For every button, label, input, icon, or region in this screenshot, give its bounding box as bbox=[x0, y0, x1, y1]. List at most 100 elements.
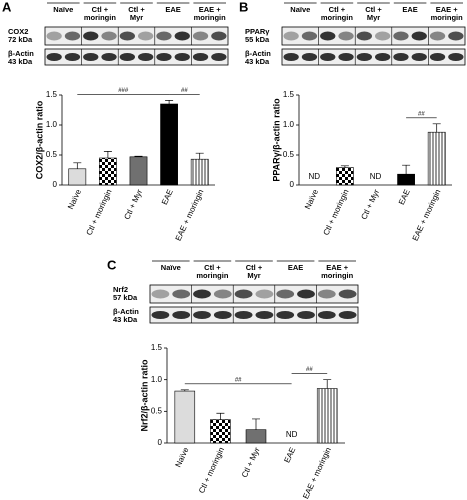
blot-group-label: Ctl + bbox=[365, 5, 382, 14]
error-bar bbox=[323, 379, 332, 389]
blot-row-label: 43 kDa bbox=[245, 57, 270, 66]
y-axis-label: Nrf2/β-actin ratio bbox=[139, 359, 149, 432]
blot-band bbox=[234, 311, 253, 319]
blot-row-label: 43 kDa bbox=[113, 315, 138, 324]
blot-row-label: 72 kDa bbox=[8, 35, 33, 44]
y-tick-label: 0.5 bbox=[46, 150, 58, 159]
blot-row-label: COX2 bbox=[8, 27, 28, 36]
blot-band bbox=[301, 53, 318, 61]
blot-group-label: moringin bbox=[321, 271, 353, 280]
y-tick-label: 1.5 bbox=[151, 343, 163, 352]
y-axis-label: COX2/β-actin ratio bbox=[34, 100, 44, 179]
blot-band bbox=[211, 31, 227, 41]
blot-group-label: EAE bbox=[288, 263, 303, 272]
y-tick-label: 1.5 bbox=[46, 90, 58, 99]
y-tick-label: 0 bbox=[290, 180, 295, 189]
blot-group-label: moringin bbox=[321, 13, 353, 22]
x-tick-label: Ctl + Myr bbox=[359, 188, 381, 221]
blot-row-label: 55 kDa bbox=[245, 35, 270, 44]
bar bbox=[68, 168, 87, 186]
blot-band bbox=[101, 53, 117, 61]
blot-band bbox=[297, 289, 315, 299]
blot-band bbox=[174, 53, 190, 61]
value-label: ND bbox=[370, 172, 382, 181]
y-tick-label: 1.5 bbox=[283, 90, 295, 99]
blot-band bbox=[156, 53, 172, 61]
blot-band bbox=[297, 311, 315, 319]
blot-band bbox=[151, 289, 170, 299]
blot-band bbox=[411, 31, 427, 41]
blot-group-label: Myr bbox=[367, 13, 380, 22]
blot-band bbox=[429, 31, 446, 41]
blot-group-label: EAE + bbox=[436, 5, 459, 14]
blot-band bbox=[193, 311, 211, 319]
blot-band bbox=[255, 289, 274, 299]
blot-band bbox=[338, 53, 354, 61]
blot-band bbox=[356, 53, 372, 61]
x-tick-label: Naïve bbox=[303, 187, 320, 210]
blot-band bbox=[83, 53, 99, 61]
blot-band bbox=[138, 53, 154, 61]
error-bar bbox=[165, 100, 174, 104]
bar bbox=[427, 131, 446, 186]
blot-band bbox=[213, 289, 232, 299]
x-tick-label: Ctl + Myr bbox=[240, 446, 262, 479]
blot-row-label: 43 kDa bbox=[8, 57, 33, 66]
blot-band bbox=[83, 31, 99, 41]
blot-band bbox=[213, 311, 232, 319]
significance-label: ## bbox=[235, 377, 242, 383]
bar bbox=[316, 388, 338, 444]
blot-band bbox=[301, 31, 318, 41]
blot-band bbox=[411, 53, 427, 61]
error-bar bbox=[103, 151, 112, 158]
blot-group-label: Myr bbox=[130, 13, 143, 22]
y-tick-label: 0.5 bbox=[151, 406, 163, 415]
blot-band bbox=[448, 53, 464, 61]
blot-band bbox=[448, 31, 464, 41]
x-tick-label: EAE + moringin bbox=[411, 188, 443, 242]
blot-band bbox=[276, 311, 295, 319]
blot-band bbox=[174, 31, 190, 41]
blot-band bbox=[46, 53, 62, 61]
bar bbox=[99, 157, 117, 186]
significance-label: ## bbox=[306, 367, 313, 373]
blot-band bbox=[101, 31, 117, 41]
blot-band bbox=[320, 53, 336, 61]
blot-band bbox=[46, 31, 62, 41]
blot-band bbox=[255, 311, 274, 319]
blot-band bbox=[119, 53, 135, 61]
blot-group-label: Myr bbox=[247, 271, 260, 280]
y-tick-label: 1.0 bbox=[283, 120, 295, 129]
error-bar bbox=[73, 162, 82, 169]
x-tick-label: Ctl + moringin bbox=[197, 446, 226, 495]
blot-group-label: EAE bbox=[165, 5, 180, 14]
x-tick-label: EAE bbox=[282, 446, 297, 464]
blot-band bbox=[283, 31, 299, 41]
y-tick-label: 0 bbox=[158, 438, 163, 447]
blot-row-label: β-Actin bbox=[8, 49, 34, 58]
blot-band bbox=[64, 31, 81, 41]
blot-band bbox=[393, 53, 409, 61]
panel-label: C bbox=[107, 257, 117, 272]
blot-band bbox=[338, 289, 357, 299]
blot-group-label: Ctl + bbox=[246, 263, 263, 272]
y-tick-label: 0 bbox=[53, 180, 58, 189]
x-tick-label: Naïve bbox=[174, 445, 191, 468]
blot-group-label: Naïve bbox=[290, 5, 310, 14]
y-axis-label: PPARγ/β-actin ratio bbox=[271, 98, 281, 182]
y-tick-label: 1.0 bbox=[151, 375, 163, 384]
blot-group-label: Ctl + bbox=[128, 5, 145, 14]
blot-band bbox=[276, 289, 295, 299]
x-tick-label: Ctl + moringin bbox=[322, 188, 351, 237]
blot-band bbox=[283, 53, 299, 61]
blot-band bbox=[193, 289, 211, 299]
blot-band bbox=[64, 53, 81, 61]
error-bar bbox=[216, 412, 225, 420]
blot-band bbox=[320, 31, 336, 41]
blot-group-label: moringin bbox=[84, 13, 116, 22]
x-tick-label: Ctl + moringin bbox=[85, 188, 114, 237]
blot-band bbox=[172, 311, 191, 319]
error-bar bbox=[432, 123, 441, 133]
blot-band bbox=[192, 31, 209, 41]
blot-group-label: Ctl + bbox=[329, 5, 346, 14]
